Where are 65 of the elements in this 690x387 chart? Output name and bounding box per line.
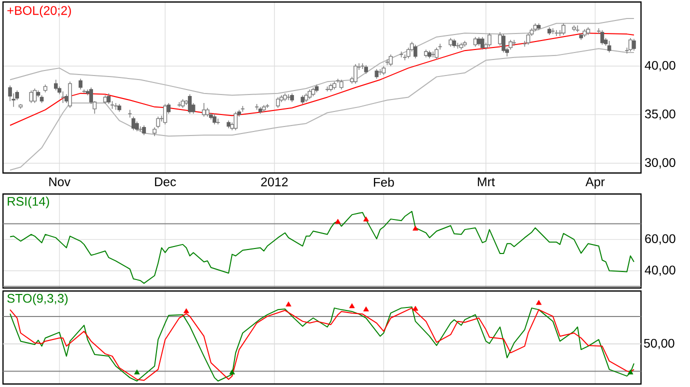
candlestick [414,44,418,59]
candlestick [374,68,379,80]
candlestick [60,90,66,104]
point [349,303,355,308]
line-series [10,18,634,96]
candlestick [354,64,358,84]
candlestick [54,79,58,91]
candlestick [78,78,82,90]
point [335,218,341,224]
y-tick-label: 60,00 [645,234,676,245]
chart-title: +BOL(20;2) [7,6,71,18]
chart-title: RSI(14) [8,196,50,208]
candlestick [276,96,280,108]
candlestick [339,79,344,90]
candlestick [628,38,632,52]
point [184,308,190,314]
x-tick-label: Feb [374,178,394,187]
candlestick [473,36,478,48]
candlestick [132,116,136,131]
candlestick [212,113,216,125]
candlestick [216,118,220,125]
candlestick [487,32,492,48]
candlestick [480,36,484,50]
y-tick-label: 40,00 [644,266,676,276]
candlestick [308,89,312,100]
candlestick [234,111,238,131]
candlestick [188,94,192,114]
point [229,369,235,374]
x-tick-label: Apr [585,178,605,189]
candlestick [68,81,72,108]
candlestick [265,104,270,108]
candlestick [554,30,559,36]
y-tick-label: 35,00 [645,110,676,120]
x-tick-label: 2012 [261,178,288,186]
candlestick [575,24,580,33]
candlestick [600,30,604,46]
point [363,216,369,222]
chart-title: STO(9,3,3) [7,294,68,306]
point [412,226,418,231]
point [628,369,634,374]
x-tick-label: Dec [155,178,176,186]
point [536,300,542,305]
candlestick [32,88,37,104]
candlestick [632,38,636,51]
point [134,369,140,374]
candlestick [561,22,566,36]
candlestick [128,109,132,118]
x-tick-label: Nov [49,178,70,186]
candlestick [156,116,160,129]
point [412,306,418,311]
candlestick [607,40,612,53]
x-tick-label: Mrt [478,178,495,186]
point [286,302,292,306]
candlestick [502,34,506,53]
y-tick-label: 40,00 [644,60,676,72]
candlestick [142,124,146,136]
line-series [10,48,634,171]
line-series [10,210,634,284]
candlestick [434,47,439,60]
point [363,306,369,312]
candlestick [550,28,556,34]
candlestick [512,39,516,46]
y-tick-label: 30,00 [645,158,676,168]
text: 50,00 [644,338,674,350]
candlestick [163,104,168,125]
